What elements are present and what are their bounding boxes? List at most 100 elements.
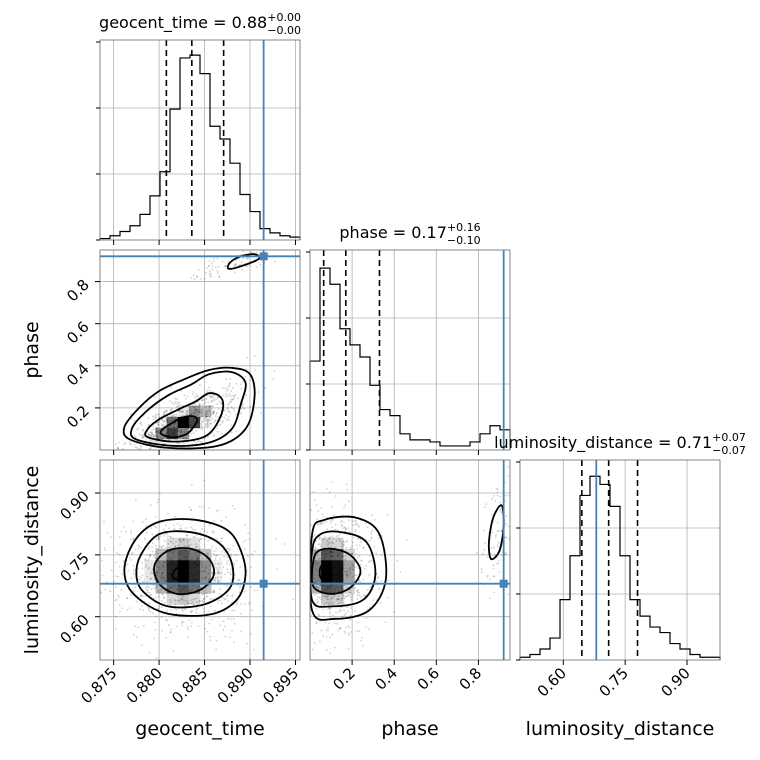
contour-line — [123, 518, 247, 617]
sample-point — [352, 536, 355, 539]
sample-point — [369, 560, 371, 562]
sample-point — [198, 600, 201, 603]
sample-point — [214, 420, 217, 422]
sample-point — [358, 554, 361, 557]
sample-point — [313, 642, 316, 644]
sample-point — [326, 598, 329, 600]
sample-point — [338, 573, 341, 576]
sample-point — [215, 411, 218, 414]
sample-point — [183, 419, 186, 421]
sample-point — [150, 439, 153, 442]
sample-point — [326, 571, 329, 574]
sample-point — [166, 421, 169, 423]
sample-point — [187, 539, 189, 542]
sample-point — [172, 584, 175, 587]
sample-point — [186, 419, 189, 421]
sample-point — [178, 410, 181, 413]
sample-point — [215, 412, 218, 415]
sample-point — [222, 386, 224, 389]
sample-point — [230, 618, 233, 621]
sample-point — [154, 557, 157, 560]
sample-point — [126, 453, 128, 455]
sample-point — [163, 596, 166, 598]
sample-point — [177, 420, 179, 423]
sample-point — [326, 549, 329, 552]
sample-point — [333, 556, 336, 559]
sample-point — [225, 378, 228, 381]
sample-point — [340, 577, 343, 580]
sample-point — [370, 531, 373, 533]
sample-point — [353, 574, 356, 577]
sample-point — [226, 406, 229, 409]
sample-point — [356, 598, 359, 600]
sample-point — [150, 434, 153, 437]
sample-point — [149, 434, 152, 437]
sample-point — [173, 433, 175, 436]
sample-point — [302, 619, 304, 621]
sample-point — [233, 563, 236, 566]
sample-point — [168, 434, 171, 436]
sample-point — [288, 499, 290, 501]
sample-point — [164, 420, 167, 423]
sample-point — [484, 542, 486, 545]
sample-point — [307, 557, 309, 559]
x-axis-label-geocent_time: geocent_time — [135, 718, 264, 740]
sample-point — [141, 436, 144, 439]
sample-point — [229, 636, 232, 639]
sample-point — [308, 603, 310, 605]
density-cell — [188, 571, 201, 583]
sample-point — [341, 597, 344, 600]
sample-point — [293, 647, 295, 649]
sample-point — [371, 514, 373, 517]
sample-point — [223, 416, 226, 419]
density-cell — [188, 560, 201, 572]
sample-point — [186, 419, 189, 422]
sample-point — [180, 431, 183, 434]
sample-point — [314, 550, 317, 553]
sample-point — [163, 597, 165, 600]
sample-point — [246, 642, 249, 645]
sample-point — [206, 552, 209, 555]
sample-point — [231, 595, 233, 598]
sample-point — [337, 561, 340, 563]
y-tick-label-phase: 0.4 — [63, 360, 93, 390]
sample-point — [207, 418, 210, 421]
sample-point — [356, 594, 359, 597]
sample-point — [184, 580, 186, 583]
sample-point — [115, 561, 118, 564]
panel-phase-vs-luminosity_distance — [288, 465, 510, 655]
sample-point — [173, 425, 175, 428]
sample-point — [131, 452, 133, 454]
sample-point — [365, 617, 368, 620]
sample-point — [214, 563, 217, 565]
sample-point — [399, 571, 402, 574]
sample-point — [199, 580, 201, 583]
sample-point — [244, 523, 246, 526]
sample-point — [177, 576, 180, 578]
sample-point — [335, 561, 338, 564]
sample-point — [319, 596, 321, 599]
sample-point — [195, 572, 197, 575]
sample-point — [202, 479, 205, 482]
density-cell — [310, 560, 322, 572]
sample-point — [196, 558, 199, 561]
y-axis-label-luminosity_distance: luminosity_distance — [21, 466, 43, 655]
sample-point — [187, 544, 190, 547]
sample-point — [345, 572, 348, 575]
sample-point — [150, 429, 153, 432]
sample-point — [208, 578, 211, 581]
sample-point — [200, 537, 203, 540]
sample-point — [236, 601, 239, 604]
sample-point — [324, 574, 326, 577]
sample-point — [245, 265, 248, 268]
sample-point — [158, 429, 161, 432]
sample-point — [203, 277, 206, 280]
sample-point — [198, 411, 200, 414]
sample-point — [117, 596, 120, 599]
sample-point — [338, 559, 340, 562]
sample-point — [186, 599, 189, 602]
sample-point — [327, 595, 329, 598]
sample-point — [315, 567, 317, 570]
sample-point — [195, 545, 198, 548]
sample-point — [337, 554, 340, 557]
